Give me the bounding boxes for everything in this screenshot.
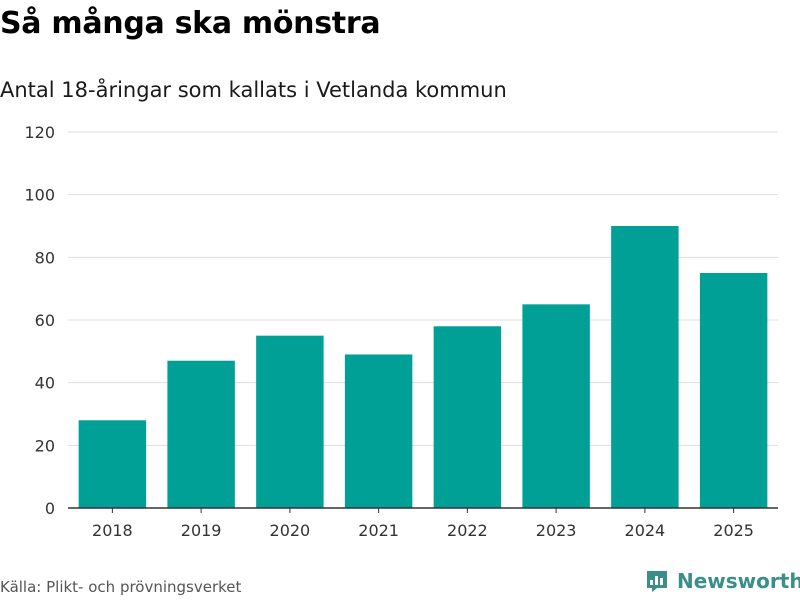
y-tick-label: 40	[35, 374, 55, 393]
bar-2024	[611, 226, 679, 508]
x-tick-label: 2022	[447, 521, 488, 540]
y-tick-label: 100	[24, 186, 55, 205]
chart-title: Så många ska mönstra	[0, 6, 381, 41]
x-tick-label: 2024	[625, 521, 666, 540]
bar-2025	[699, 273, 768, 508]
brand-logo: Newsworthy	[645, 569, 800, 593]
x-tick-label: 2019	[181, 521, 222, 540]
y-tick-label: 60	[35, 311, 55, 330]
bar-2019	[167, 360, 235, 508]
newsworthy-chart-bubble-icon	[647, 571, 667, 592]
x-tick-label: 2020	[270, 521, 311, 540]
x-tick-label: 2021	[358, 521, 399, 540]
y-tick-label: 0	[45, 499, 55, 518]
source-note: Källa: Plikt- och prövningsverket	[0, 578, 242, 596]
bars	[78, 226, 768, 508]
brand-name: Newsworthy	[677, 569, 800, 593]
x-axis-ticks: 2018 2019 2020 2021 2022 2023 2024 2025	[92, 508, 754, 540]
bar-2022	[433, 326, 502, 508]
x-tick-label: 2025	[713, 521, 754, 540]
y-tick-label: 80	[35, 248, 55, 267]
bar-2018	[78, 420, 147, 508]
chart-subtitle: Antal 18-åringar som kallats i Vetlanda …	[0, 78, 507, 102]
y-tick-label: 120	[24, 123, 55, 142]
bar-2023	[522, 304, 590, 508]
x-tick-label: 2023	[536, 521, 577, 540]
y-tick-label: 20	[35, 436, 55, 455]
bar-2021	[344, 354, 413, 508]
bar-2020	[256, 335, 324, 508]
x-tick-label: 2018	[92, 521, 133, 540]
y-axis-ticks: 0 20 40 60 80 100 120	[24, 123, 55, 518]
